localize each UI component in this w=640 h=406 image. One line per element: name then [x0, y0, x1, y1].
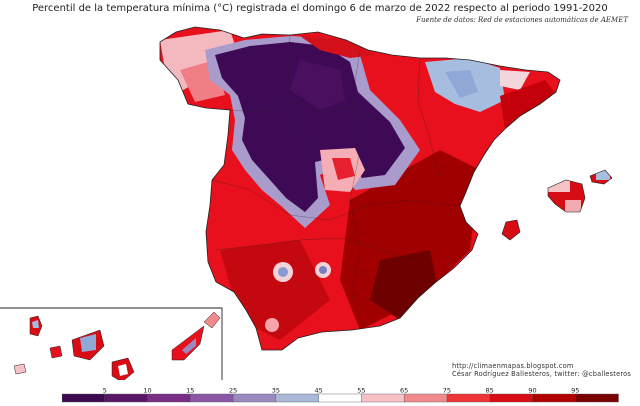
- colorbar-tick-label: 10: [143, 387, 151, 395]
- colorbar-swatch: [275, 393, 320, 403]
- credits-block: http://climaenmapas.blogspot.com César R…: [452, 362, 631, 378]
- map-title: Percentil de la temperatura mínima (°C) …: [32, 3, 608, 14]
- zone-central-p85: [332, 158, 355, 180]
- colorbar-tick-labels: 5 10 15 25 35 45 55 65 75 85 90 95: [103, 387, 580, 395]
- colorbar-swatch: [403, 393, 448, 403]
- colorbar-swatch: [575, 393, 619, 403]
- zone-ebro-p25: [445, 70, 478, 98]
- colorbar-tick-label: 90: [528, 387, 536, 395]
- colorbar-tick-label: 65: [400, 387, 408, 395]
- colorbar-swatches: [62, 393, 619, 403]
- zone-pyrenees-p55: [500, 70, 530, 90]
- balearic-islands: [501, 169, 613, 241]
- colorbar-swatch: [232, 393, 277, 403]
- colorbar-swatch: [446, 393, 491, 403]
- author-credit: César Rodríguez Ballesteros, twitter: @c…: [452, 370, 631, 378]
- island-el-hierro: [13, 363, 27, 375]
- colorbar-swatch: [532, 393, 576, 403]
- colorbar-swatch: [62, 393, 106, 403]
- colorbar-swatch: [361, 393, 405, 403]
- colorbar-tick-label: 15: [186, 387, 194, 395]
- colorbar-swatch: [104, 393, 149, 403]
- colorbar-swatch: [489, 393, 534, 403]
- colorbar-tick-label: 85: [486, 387, 494, 395]
- island-lanzarote: [203, 311, 221, 329]
- island-fuerteventura: [171, 325, 205, 361]
- colorbar-tick-label: 45: [314, 387, 322, 395]
- colorbar-tick-label: 25: [229, 387, 237, 395]
- zone-catalonia-p90: [500, 80, 555, 130]
- percentile-colorbar: 5 10 15 25 35 45 55 65 75 85 90 95: [62, 387, 619, 403]
- colorbar-swatch: [190, 393, 234, 403]
- colorbar-tick-label: 35: [272, 387, 280, 395]
- percentile-map: [0, 26, 613, 380]
- colorbar-swatch: [147, 393, 192, 403]
- colorbar-tick-label: 95: [571, 387, 579, 395]
- colorbar-swatch: [318, 393, 363, 403]
- data-source-note: Fuente de datos: Red de estaciones autom…: [416, 16, 628, 24]
- colorbar-tick-label: 55: [357, 387, 365, 395]
- blog-url[interactable]: http://climaenmapas.blogspot.com: [452, 362, 574, 370]
- colorbar-tick-label: 5: [103, 387, 107, 395]
- spot-south-coast: [265, 318, 279, 332]
- colorbar-tick-label: 75: [443, 387, 451, 395]
- island-la-gomera: [49, 345, 63, 359]
- canary-islands-inset: [0, 307, 223, 380]
- peninsula: [159, 26, 561, 351]
- zone-meseta-p10: [290, 60, 345, 110]
